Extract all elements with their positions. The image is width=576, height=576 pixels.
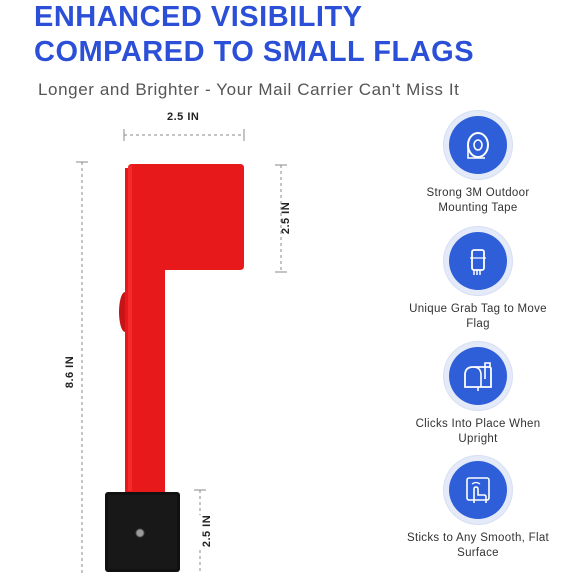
feature-badge <box>449 232 507 290</box>
flag-height-guide <box>275 164 287 273</box>
feature-label: Sticks to Any Smooth, Flat Surface <box>406 532 550 559</box>
mailbox-icon <box>464 362 492 391</box>
page-subtitle: Longer and Brighter - Your Mail Carrier … <box>38 80 460 99</box>
title-line-1: ENHANCED VISIBILITY <box>34 1 363 33</box>
feature-badge <box>449 116 507 174</box>
feature-badge <box>449 461 507 519</box>
feature-smooth-surface: Sticks to Any Smooth, Flat Surface <box>403 461 553 561</box>
feature-grab-tag: Unique Grab Tag to Move Flag <box>403 232 553 332</box>
base-height-label: 2.5 IN <box>199 514 216 548</box>
feature-label: Clicks Into Place When Upright <box>415 418 541 445</box>
feature-label: Strong 3M Outdoor Mounting Tape <box>426 187 530 214</box>
total-length-guide <box>76 161 88 573</box>
tape-roll-icon <box>467 132 489 159</box>
feature-label: Unique Grab Tag to Move Flag <box>409 303 547 330</box>
title-line-2: COMPARED TO SMALL FLAGS <box>34 36 475 68</box>
red-flag <box>125 164 244 493</box>
feature-badge <box>449 347 507 405</box>
base-screw <box>135 528 145 538</box>
hand-touch-icon <box>466 477 490 503</box>
flag-width-label: 2.5 IN <box>167 111 200 123</box>
grab-tag-icon <box>470 249 486 275</box>
flag-width-guide <box>123 129 245 141</box>
page-title: ENHANCED VISIBILITY COMPARED TO SMALL FL… <box>34 0 554 70</box>
flag-height-label: 2.5 IN <box>280 201 293 235</box>
total-length-label: 8.6 IN <box>62 355 79 389</box>
feature-mounting-tape: Strong 3M Outdoor Mounting Tape <box>403 116 553 216</box>
base-height-guide <box>194 489 206 573</box>
feature-clicks-into-place: Clicks Into Place When Upright <box>403 347 553 447</box>
